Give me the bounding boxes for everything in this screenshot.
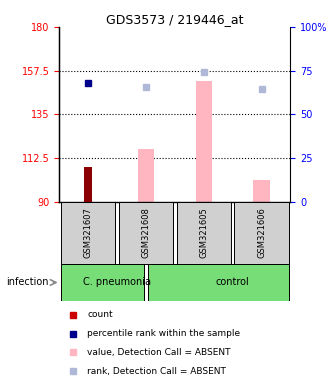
Text: count: count (87, 310, 113, 319)
Bar (119, 202, 173, 263)
Bar (138, 149, 154, 202)
Bar (253, 180, 270, 202)
Text: C. pneumonia: C. pneumonia (83, 278, 151, 288)
Bar (234, 202, 289, 263)
Bar (177, 202, 231, 263)
Text: GSM321606: GSM321606 (257, 207, 266, 258)
Bar (148, 263, 289, 301)
Text: percentile rank within the sample: percentile rank within the sample (87, 329, 240, 338)
Text: GSM321605: GSM321605 (199, 207, 208, 258)
Bar (196, 81, 212, 202)
Text: GSM321608: GSM321608 (142, 207, 150, 258)
Text: rank, Detection Call = ABSENT: rank, Detection Call = ABSENT (87, 367, 226, 376)
Bar (61, 202, 116, 263)
Text: value, Detection Call = ABSENT: value, Detection Call = ABSENT (87, 348, 231, 357)
Bar (61, 263, 144, 301)
Text: infection: infection (7, 278, 49, 288)
Text: GSM321607: GSM321607 (84, 207, 93, 258)
Title: GDS3573 / 219446_at: GDS3573 / 219446_at (106, 13, 244, 26)
Bar (84, 167, 92, 202)
Text: control: control (216, 278, 249, 288)
